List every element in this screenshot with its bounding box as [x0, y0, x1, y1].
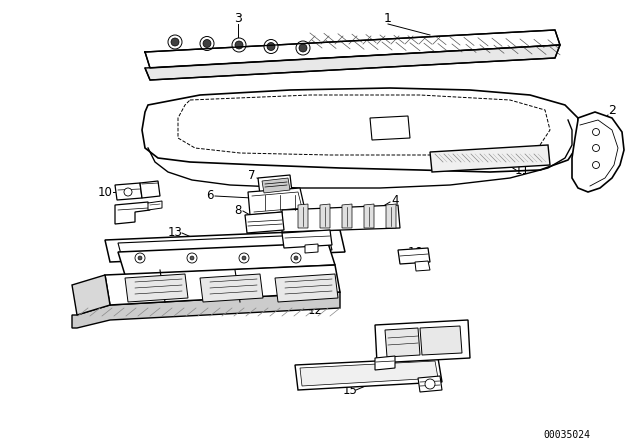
Circle shape [239, 253, 249, 263]
Circle shape [593, 129, 600, 135]
Circle shape [171, 38, 179, 46]
Circle shape [235, 41, 243, 49]
Circle shape [593, 161, 600, 168]
Polygon shape [125, 274, 188, 302]
Circle shape [296, 41, 310, 55]
Polygon shape [140, 181, 160, 198]
Text: 2: 2 [608, 103, 616, 116]
Text: 11: 11 [515, 164, 529, 177]
Text: 14: 14 [383, 333, 397, 346]
Polygon shape [385, 328, 420, 357]
Circle shape [190, 256, 194, 260]
Polygon shape [295, 358, 442, 390]
Text: 9: 9 [115, 208, 122, 221]
Polygon shape [118, 243, 335, 275]
Polygon shape [142, 88, 578, 172]
Polygon shape [572, 112, 624, 192]
Circle shape [299, 44, 307, 52]
Circle shape [242, 256, 246, 260]
Polygon shape [118, 234, 332, 258]
Text: 3: 3 [234, 12, 242, 25]
Text: 12: 12 [307, 303, 323, 316]
Polygon shape [105, 265, 340, 305]
Polygon shape [275, 274, 338, 302]
Circle shape [203, 39, 211, 47]
Text: 16: 16 [408, 246, 422, 258]
Polygon shape [418, 376, 442, 392]
Circle shape [267, 43, 275, 51]
Circle shape [232, 38, 246, 52]
Polygon shape [386, 204, 396, 228]
Polygon shape [298, 204, 308, 228]
Polygon shape [420, 326, 462, 355]
Polygon shape [398, 248, 430, 264]
Polygon shape [72, 292, 340, 328]
Polygon shape [258, 175, 292, 195]
Polygon shape [245, 212, 284, 233]
Text: 6: 6 [206, 189, 214, 202]
Polygon shape [370, 116, 410, 140]
Circle shape [187, 253, 197, 263]
Text: 4: 4 [391, 194, 399, 207]
Circle shape [291, 253, 301, 263]
Polygon shape [115, 183, 142, 200]
Polygon shape [105, 230, 345, 262]
Polygon shape [305, 244, 318, 253]
Circle shape [138, 256, 142, 260]
Circle shape [168, 35, 182, 49]
Polygon shape [415, 261, 430, 271]
Polygon shape [300, 361, 438, 386]
Text: 8: 8 [234, 203, 242, 216]
Circle shape [124, 188, 132, 196]
Circle shape [425, 379, 435, 389]
Polygon shape [248, 188, 305, 215]
Circle shape [135, 253, 145, 263]
Text: 1: 1 [384, 12, 392, 25]
Polygon shape [364, 204, 374, 228]
Polygon shape [342, 204, 352, 228]
Polygon shape [282, 230, 332, 248]
Polygon shape [375, 356, 395, 370]
Circle shape [200, 36, 214, 51]
Text: 00035024: 00035024 [543, 430, 590, 440]
Text: 7: 7 [248, 168, 256, 181]
Polygon shape [320, 204, 330, 228]
Text: 13: 13 [168, 225, 182, 238]
Polygon shape [145, 30, 560, 68]
Polygon shape [262, 178, 290, 193]
Text: 5: 5 [314, 221, 322, 234]
Polygon shape [200, 274, 263, 302]
Polygon shape [282, 205, 400, 232]
Text: 10: 10 [97, 185, 113, 198]
Polygon shape [115, 202, 150, 224]
Polygon shape [72, 275, 110, 315]
Polygon shape [145, 45, 560, 80]
Text: 15: 15 [342, 383, 357, 396]
Circle shape [264, 39, 278, 53]
Polygon shape [375, 320, 470, 363]
Circle shape [294, 256, 298, 260]
Polygon shape [148, 201, 162, 210]
Circle shape [593, 145, 600, 151]
Polygon shape [430, 145, 550, 172]
